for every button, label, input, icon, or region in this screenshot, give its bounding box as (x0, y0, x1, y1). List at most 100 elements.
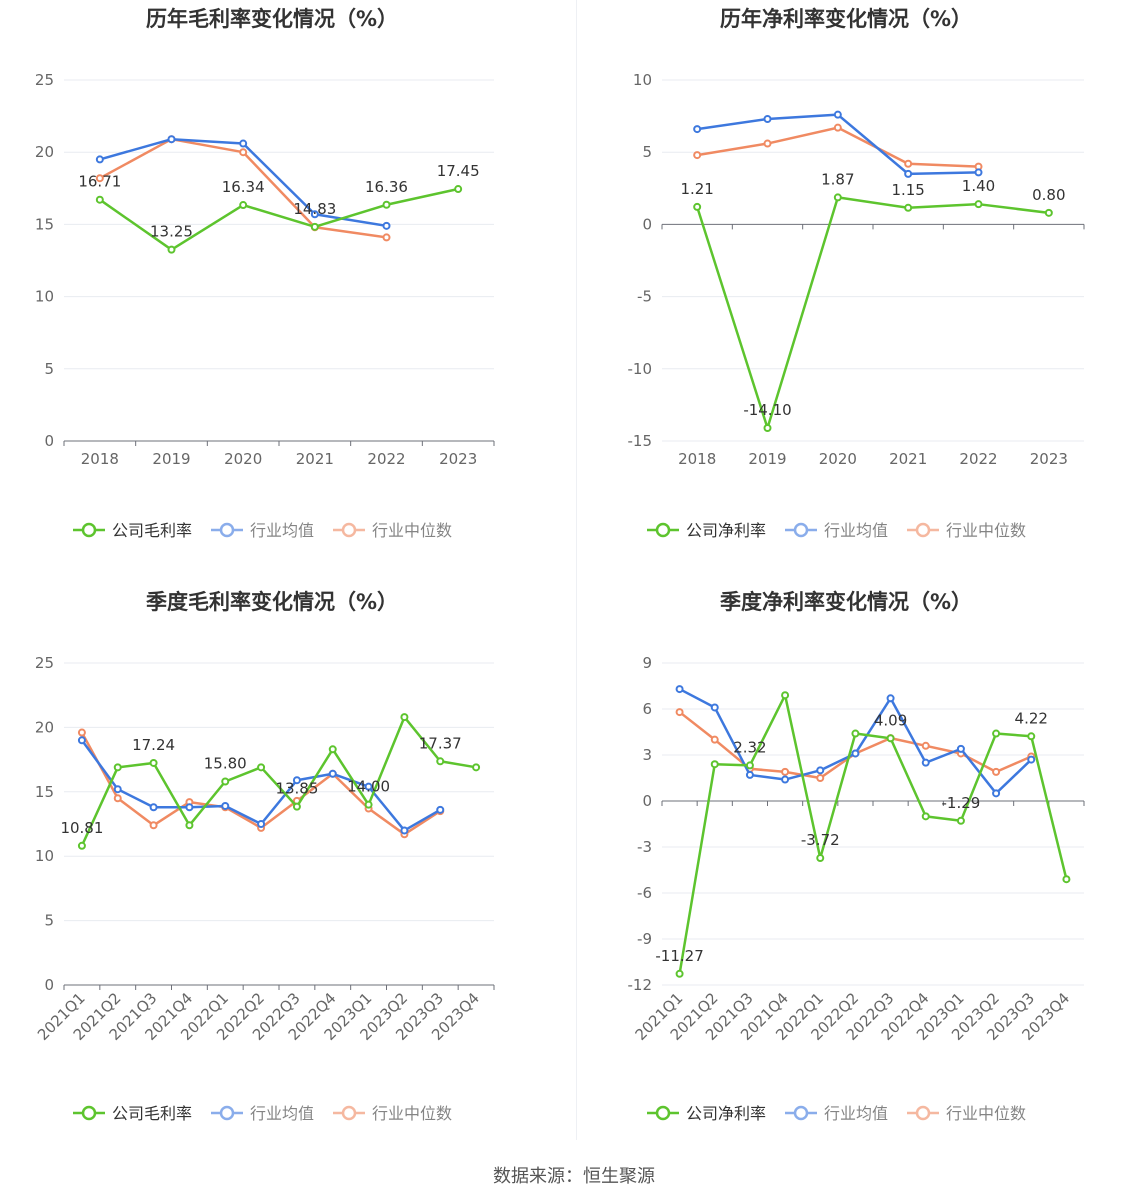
data-point-company (364, 800, 373, 809)
data-point-company (1027, 732, 1036, 741)
y-tick-label: 10 (35, 288, 54, 306)
chart-svg: 历年净利率变化情况（%） -15 -10 -5 0 5 10 2018 2019 2020 2021… (628, 7, 1085, 540)
data-point-avg (167, 135, 176, 144)
data-point-avg (436, 805, 445, 814)
data-label: 15.80 (204, 754, 247, 772)
legend-marker (915, 1105, 931, 1121)
data-point-median (710, 735, 719, 744)
data-point-median (992, 767, 1001, 776)
data-point-avg (382, 221, 391, 230)
x-tick-label: 2018 (81, 450, 119, 468)
legend-label: 行业中位数 (946, 521, 1026, 540)
legend-marker (793, 522, 809, 538)
data-point-avg (904, 169, 913, 178)
data-point-median (921, 741, 930, 750)
legend-item: 行业均值 (211, 521, 314, 540)
y-tick-label: 5 (44, 360, 54, 378)
data-point-company (185, 821, 194, 830)
legend-label: 公司净利率 (686, 521, 766, 540)
data-point-company (1062, 875, 1071, 884)
data-label: 1.87 (821, 170, 854, 188)
data-point-avg (364, 782, 373, 791)
legend-marker (81, 522, 97, 538)
x-tick-label: 2018 (678, 450, 716, 468)
x-tick-label: 2022 (959, 450, 997, 468)
data-label: 4.09 (874, 711, 907, 729)
data-point-company (113, 763, 122, 772)
legend-marker (81, 1105, 97, 1121)
data-point-company (221, 777, 230, 786)
data-point-median (693, 151, 702, 160)
data-point-avg (886, 694, 895, 703)
y-tick-label: -9 (637, 930, 652, 948)
legend-label: 行业中位数 (372, 1104, 452, 1123)
y-tick-label: 0 (44, 976, 54, 994)
data-point-avg (257, 820, 266, 828)
y-tick-label: 20 (35, 718, 54, 736)
data-point-company (974, 200, 983, 209)
data-point-avg (221, 801, 230, 810)
quarterly-gross-margin-chart: 季度毛利率变化情况（%） 0 5 10 15 20 25 2021Q1 2021Q2 2021Q3… (0, 583, 574, 1163)
data-point-median (904, 159, 913, 168)
data-label: -1.29 (942, 794, 981, 812)
x-tick-label: 2022 (367, 450, 405, 468)
data-label: 16.34 (222, 178, 265, 196)
data-point-company (675, 969, 684, 978)
data-point-avg (328, 769, 337, 778)
data-label: 17.24 (132, 736, 175, 754)
y-tick-label: 10 (35, 847, 54, 865)
data-point-avg (781, 775, 790, 784)
data-point-avg (113, 785, 122, 794)
legend-item: 公司净利率 (647, 521, 766, 540)
data-point-avg (149, 803, 158, 812)
data-point-avg (292, 776, 301, 785)
y-tick-label: 15 (35, 215, 54, 233)
data-point-median (382, 233, 391, 242)
data-point-company (781, 691, 790, 700)
data-point-company (239, 201, 248, 210)
x-tick-label: 2019 (748, 450, 786, 468)
data-label: 0.80 (1032, 186, 1065, 204)
data-point-median (95, 174, 104, 183)
legend-item: 行业中位数 (333, 1104, 452, 1123)
y-tick-label: 5 (44, 912, 54, 930)
y-tick-label: 20 (35, 143, 54, 161)
data-point-company (956, 816, 965, 825)
legend-label: 公司净利率 (686, 1104, 766, 1123)
data-point-company (310, 222, 319, 231)
data-point-company (904, 203, 913, 212)
data-label: 16.71 (78, 173, 121, 191)
data-label: 17.45 (437, 162, 480, 180)
chart-svg: 季度净利率变化情况（%）-12-9-6-303692021Q12021Q2202… (628, 590, 1085, 1123)
legend-label: 公司毛利率 (112, 1104, 192, 1123)
legend-label: 行业均值 (824, 1104, 888, 1123)
chart-title: 季度毛利率变化情况（%） (146, 590, 398, 614)
legend-label: 行业中位数 (946, 1104, 1026, 1123)
data-point-avg (833, 110, 842, 119)
data-point-avg (745, 770, 754, 779)
data-point-median (833, 123, 842, 132)
y-tick-label: 25 (35, 654, 54, 672)
data-label: 16.36 (365, 178, 408, 196)
data-point-median (763, 139, 772, 148)
y-tick-label: 5 (642, 143, 652, 161)
data-label: 13.25 (150, 223, 193, 241)
data-label: 13.85 (275, 780, 318, 798)
chart-title: 历年净利率变化情况（%） (720, 7, 972, 31)
data-point-company (763, 424, 772, 433)
legend-label: 行业中位数 (372, 521, 452, 540)
data-point-company (382, 200, 391, 209)
data-point-company (400, 713, 409, 722)
data-label: 4.22 (1015, 709, 1048, 727)
legend-item: 公司毛利率 (73, 1104, 192, 1123)
data-point-company (992, 729, 1001, 738)
data-point-company (95, 195, 104, 204)
y-tick-label: -10 (628, 360, 653, 378)
data-point-median (113, 794, 122, 803)
data-point-company (292, 802, 301, 811)
data-point-avg (239, 139, 248, 148)
data-point-avg (974, 168, 983, 177)
data-label: -11.27 (655, 947, 703, 965)
data-point-median (77, 728, 86, 737)
data-point-company (257, 763, 266, 772)
